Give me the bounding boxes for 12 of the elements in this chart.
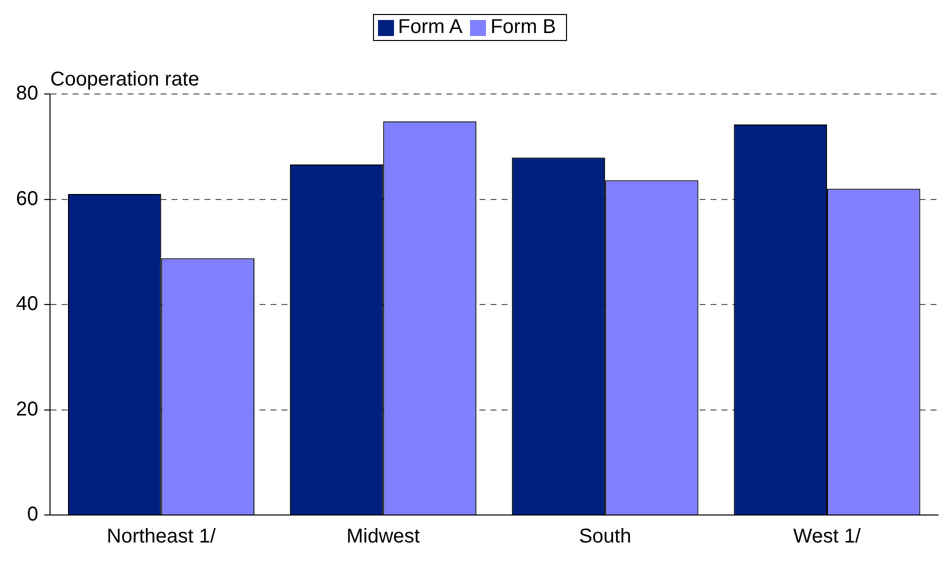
y-tick-label: 40 [16, 293, 38, 316]
x-tick-label: West 1/ [793, 526, 862, 548]
x-tick-label: Midwest [346, 526, 420, 548]
y-tick-label: 80 [16, 82, 38, 105]
legend-label: Form B [490, 16, 556, 39]
y-axis-title: Cooperation rate [50, 68, 200, 91]
y-tick-label: 60 [16, 188, 38, 210]
x-tick-label: Northeast 1/ [106, 526, 216, 548]
y-tick-label: 0 [27, 504, 38, 526]
legend-label: Form A [398, 16, 462, 39]
y-tick-label: 20 [16, 398, 38, 420]
x-tick-label: South [578, 526, 632, 548]
